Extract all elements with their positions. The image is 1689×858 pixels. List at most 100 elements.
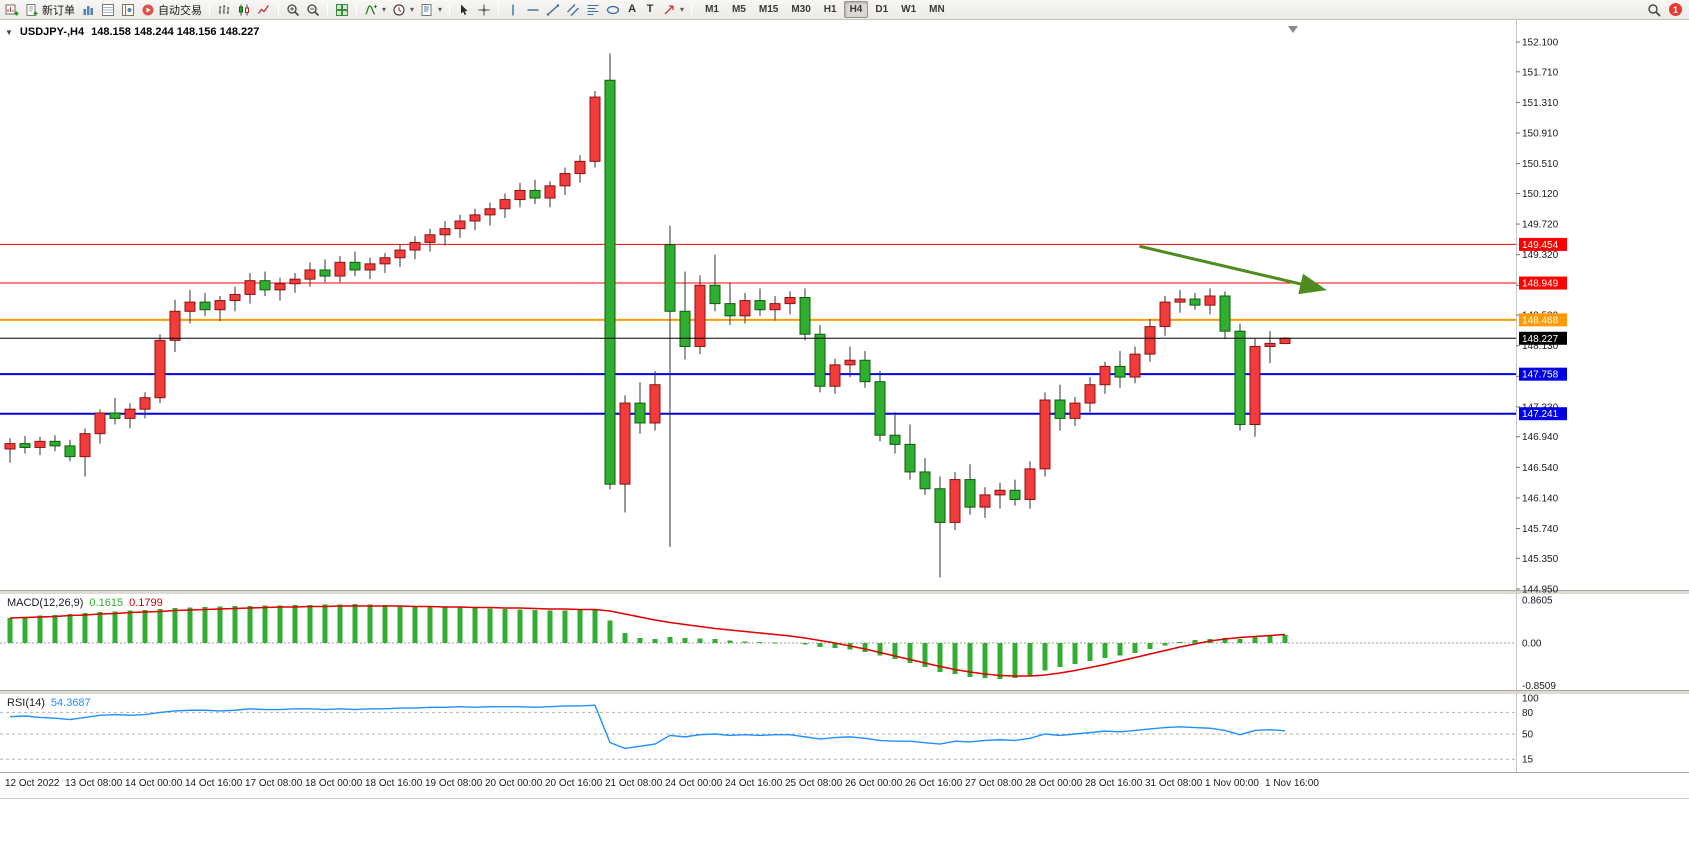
search-button[interactable] xyxy=(1645,1,1663,19)
timeframe-button-m5[interactable]: M5 xyxy=(726,1,752,18)
candle-body xyxy=(1219,295,1231,332)
trendline-tool-button[interactable] xyxy=(544,1,562,19)
macd-rsi-splitter[interactable] xyxy=(0,690,1689,694)
periods-dropdown-button[interactable] xyxy=(390,1,416,19)
candle-body xyxy=(19,443,31,448)
text-tool-button[interactable]: A xyxy=(624,1,640,19)
fibonacci-tool-button[interactable] xyxy=(584,1,602,19)
rsi-scale-label: 50 xyxy=(1522,730,1534,741)
line-chart-mode-button[interactable] xyxy=(255,1,273,19)
macd-histogram-bar xyxy=(187,607,193,643)
macd-scale-label: -0.8509 xyxy=(1522,681,1556,692)
x-axis-label: 21 Oct 08:00 xyxy=(605,778,663,789)
chart-shift-marker[interactable] xyxy=(1288,26,1298,33)
macd-histogram-bar xyxy=(577,610,583,643)
crosshair-button[interactable] xyxy=(475,1,493,19)
indicators-dropdown-button[interactable] xyxy=(362,1,388,19)
toolbar-separator xyxy=(278,2,279,17)
macd-indicator-label: MACD(12,26,9) 0.1615 0.1799 xyxy=(7,597,163,609)
candle-body xyxy=(1024,468,1036,500)
macd-histogram-bar xyxy=(952,643,958,674)
timeframe-button-m15[interactable]: M15 xyxy=(753,1,784,18)
candle-body xyxy=(829,364,841,387)
candle-body xyxy=(409,241,421,251)
bar-chart-mode-button[interactable] xyxy=(215,1,233,19)
notification-badge[interactable]: 1 xyxy=(1669,3,1682,16)
rsi-scale-label: 15 xyxy=(1522,755,1534,766)
macd-histogram-bar xyxy=(217,606,223,643)
chart-canvas[interactable]: 152.100151.710151.310150.910150.510150.1… xyxy=(0,20,1689,858)
x-axis-label: 14 Oct 00:00 xyxy=(125,778,183,789)
timeframe-button-m1[interactable]: M1 xyxy=(699,1,725,18)
channel-tool-button[interactable] xyxy=(564,1,582,19)
macd-histogram-bar xyxy=(652,639,658,643)
level-price-tag-box xyxy=(1519,276,1567,290)
macd-histogram-bar xyxy=(1087,643,1093,661)
zoom-out-icon xyxy=(307,3,320,16)
macd-value-main: 0.1615 xyxy=(89,597,124,609)
candle-body xyxy=(724,303,736,317)
candle-body xyxy=(529,189,541,199)
macd-histogram-bar xyxy=(1282,635,1288,643)
vertical-line-tool-button[interactable] xyxy=(504,1,522,19)
crosshair-icon xyxy=(478,4,490,15)
macd-histogram-bar xyxy=(757,642,763,643)
timeframe-button-m30[interactable]: M30 xyxy=(785,1,816,18)
candle-body xyxy=(154,339,166,399)
timeframe-button-d1[interactable]: D1 xyxy=(869,1,894,18)
macd-histogram-bar xyxy=(517,609,523,643)
y-axis-label: 151.310 xyxy=(1522,98,1559,109)
macd-histogram-bar xyxy=(637,638,643,643)
tile-windows-button[interactable] xyxy=(333,1,351,19)
timeframe-button-w1[interactable]: W1 xyxy=(895,1,922,18)
candle-body xyxy=(1054,399,1066,419)
candle-body xyxy=(889,434,901,445)
timeframe-button-h4[interactable]: H4 xyxy=(843,1,869,18)
candle-body xyxy=(994,489,1006,496)
macd-histogram-bar xyxy=(1267,635,1273,643)
y-axis-label: 152.100 xyxy=(1522,38,1559,49)
line-chart-icon xyxy=(257,4,270,14)
macd-histogram-bar xyxy=(487,608,493,643)
new-chart-button[interactable] xyxy=(3,1,21,19)
data-window-button[interactable] xyxy=(99,1,117,19)
label-tool-button[interactable]: T xyxy=(642,1,658,19)
market-watch-button[interactable] xyxy=(79,1,97,19)
cursor-button[interactable] xyxy=(455,1,473,19)
horizontal-line-tool-button[interactable] xyxy=(524,1,542,19)
chart-window[interactable]: 152.100 151.710 151.310 150.910 150.510 150.1… xyxy=(0,20,1689,858)
cursor-icon xyxy=(461,4,468,15)
shapes-tool-button[interactable] xyxy=(604,1,622,19)
autotrading-button[interactable]: 自动交易 xyxy=(139,1,204,19)
timeframe-button-h1[interactable]: H1 xyxy=(818,1,843,18)
navigator-button[interactable] xyxy=(119,1,137,19)
candle-body xyxy=(499,199,511,210)
zoom-out-button[interactable] xyxy=(304,1,322,19)
timeframe-button-mn[interactable]: MN xyxy=(923,1,951,18)
rsi-scale-label: 100 xyxy=(1522,694,1539,705)
macd-histogram-bar xyxy=(982,643,988,678)
templates-dropdown-button[interactable] xyxy=(418,1,444,19)
candle-body xyxy=(799,297,811,335)
arrows-tool-button[interactable] xyxy=(660,1,686,19)
macd-histogram-bar xyxy=(1237,639,1243,643)
macd-histogram-bar xyxy=(367,604,373,643)
y-axis-label: 148.130 xyxy=(1522,341,1559,352)
new-order-button[interactable]: 新订单 xyxy=(23,1,77,19)
macd-histogram-bar xyxy=(247,606,253,643)
trend-arrow-annotation[interactable] xyxy=(1139,244,1327,295)
candle-body xyxy=(334,261,346,277)
new-order-label: 新订单 xyxy=(42,4,75,17)
macd-histogram-bar xyxy=(832,643,838,648)
candle-body xyxy=(94,412,106,435)
price-macd-splitter[interactable] xyxy=(0,590,1689,594)
candlestick-chart-mode-button[interactable] xyxy=(235,1,253,19)
macd-histogram-bar xyxy=(382,605,388,643)
candle-body xyxy=(1249,345,1261,425)
macd-histogram-bar xyxy=(607,620,613,643)
candle-body xyxy=(199,301,211,311)
one-click-trading-toggle[interactable]: ▼ xyxy=(5,27,13,37)
zoom-in-button[interactable] xyxy=(284,1,302,19)
y-axis-label: 145.740 xyxy=(1522,524,1559,535)
x-axis-label: 28 Oct 16:00 xyxy=(1085,778,1143,789)
